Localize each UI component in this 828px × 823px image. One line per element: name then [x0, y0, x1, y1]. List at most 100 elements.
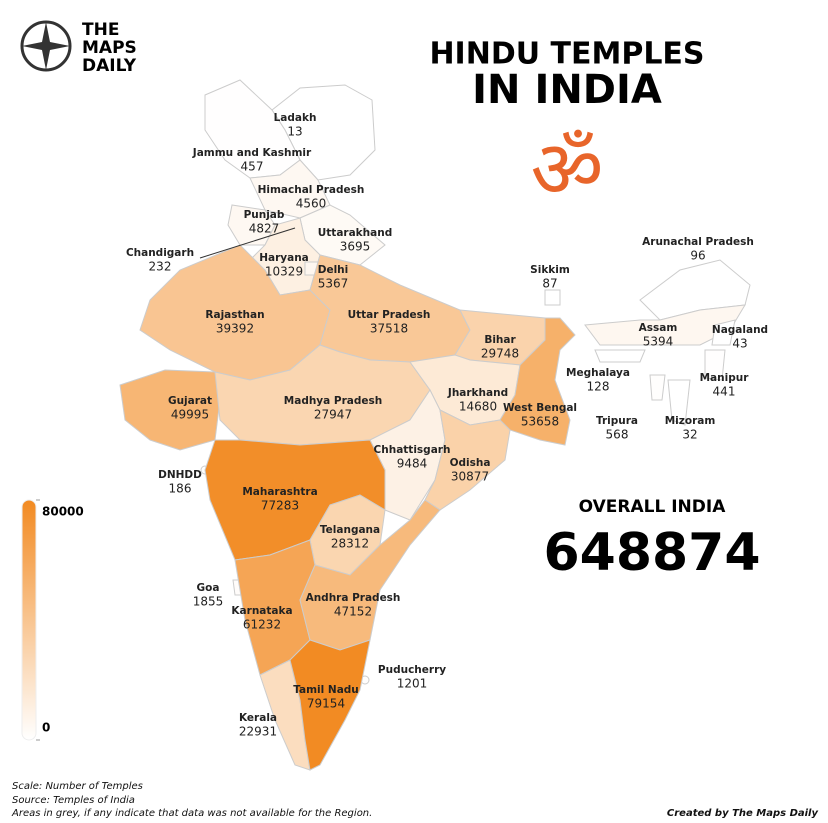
region-name: Puducherry — [378, 664, 446, 676]
region-value: 1855 — [193, 595, 224, 609]
title: HINDU TEMPLES — [429, 37, 704, 72]
region-name: Haryana — [259, 252, 309, 264]
title: IN INDIA — [472, 67, 662, 113]
region-shape — [584, 304, 746, 346]
region-name: Telangana — [320, 524, 380, 536]
region-name: Goa — [197, 582, 220, 594]
region-name: Sikkim — [530, 264, 570, 276]
region-shape — [649, 374, 666, 401]
region-value: 5367 — [318, 277, 349, 291]
map — [119, 79, 751, 771]
footer-source: Source: Temples of India — [12, 795, 135, 806]
region-value: 32 — [682, 428, 697, 442]
region-name: Delhi — [318, 264, 349, 276]
region-value: 28312 — [331, 537, 369, 551]
region-name: West Bengal — [503, 402, 577, 414]
footer-scale: Scale: Number of Temples — [12, 781, 143, 792]
footer-note: Areas in grey, if any indicate that data… — [11, 808, 372, 819]
region-name: Chhattisgarh — [374, 444, 451, 456]
region-name: DNHDD — [158, 469, 202, 481]
region-value: 29748 — [481, 347, 519, 361]
region-name: Mizoram — [665, 415, 716, 427]
region-name: Odisha — [450, 457, 491, 469]
region-name: Kerala — [239, 712, 277, 724]
region-value: 1201 — [397, 677, 428, 691]
region-value: 9484 — [397, 457, 428, 471]
brand-line: MAPS — [82, 38, 137, 58]
region-name: Jharkhand — [447, 387, 508, 399]
region-name: Tripura — [596, 415, 638, 427]
region-name: Maharashtra — [242, 486, 317, 498]
region-value: 457 — [241, 160, 264, 174]
colorbar-max: 80000 — [42, 505, 84, 519]
region-name: Punjab — [244, 209, 285, 221]
region-value: 441 — [713, 385, 736, 399]
region-name: Jammu and Kashmir — [192, 147, 312, 159]
footer-credit: Created by The Maps Daily — [667, 808, 819, 819]
region-shape — [249, 159, 331, 219]
region-value: 22931 — [239, 725, 277, 739]
leader-line — [199, 227, 296, 259]
region-value: 39392 — [216, 322, 254, 336]
region-name: Manipur — [700, 372, 750, 384]
region-name: Chandigarh — [126, 247, 194, 259]
compass-star — [22, 22, 70, 70]
region-value: 4560 — [296, 197, 327, 211]
region-name: Tamil Nadu — [293, 684, 359, 696]
region-value: 4827 — [249, 222, 280, 236]
region-name: Gujarat — [168, 395, 212, 407]
region-shape — [667, 379, 691, 426]
region-value: 27947 — [314, 408, 352, 422]
region-value: 79154 — [307, 697, 345, 711]
region-value: 3695 — [340, 240, 371, 254]
region-name: Arunachal Pradesh — [642, 236, 754, 248]
region-value: 49995 — [171, 408, 209, 422]
region-name: Madhya Pradesh — [284, 395, 382, 407]
region-name: Meghalaya — [566, 367, 630, 379]
region-value: 186 — [169, 482, 192, 496]
region-shape — [289, 639, 371, 771]
brand-line: THE — [82, 20, 119, 40]
region-name: Nagaland — [712, 324, 768, 336]
overall-label: OVERALL INDIA — [579, 497, 727, 517]
region-shape — [499, 317, 576, 446]
region-name: Ladakh — [274, 112, 317, 124]
region-value: 13 — [287, 125, 302, 139]
region-name: Uttar Pradesh — [348, 309, 431, 321]
region-name: Bihar — [484, 334, 516, 346]
region-shape — [544, 289, 561, 306]
region-name: Assam — [639, 322, 678, 334]
region-value: 128 — [587, 380, 610, 394]
region-shape — [704, 349, 726, 381]
colorbar — [21, 499, 37, 741]
region-name: Himachal Pradesh — [258, 184, 365, 196]
region-name: Uttarakhand — [318, 227, 392, 239]
region-value: 10329 — [265, 265, 303, 279]
colorbar-min: 0 — [42, 721, 50, 735]
region-value: 77283 — [261, 499, 299, 513]
region-shape — [594, 349, 646, 363]
region-value: 37518 — [370, 322, 408, 336]
region-value: 43 — [732, 337, 747, 351]
region-value: 47152 — [334, 605, 372, 619]
region-value: 14680 — [459, 400, 497, 414]
region-value: 61232 — [243, 618, 281, 632]
brand-line: DAILY — [82, 56, 137, 76]
region-value: 5394 — [643, 335, 674, 349]
om-symbol: ॐ — [531, 123, 604, 216]
region-value: 232 — [149, 260, 172, 274]
region-shape — [424, 409, 511, 511]
region-value: 96 — [690, 249, 705, 263]
region-shape — [711, 319, 736, 346]
region-value: 30877 — [451, 470, 489, 484]
region-value: 568 — [606, 428, 629, 442]
region-name: Andhra Pradesh — [306, 592, 401, 604]
region-value: 53658 — [521, 415, 559, 429]
overall-value: 648874 — [543, 523, 760, 583]
logo: THE MAPS DAILY — [20, 20, 137, 76]
region-name: Rajasthan — [205, 309, 264, 321]
region-value: 87 — [542, 277, 557, 291]
region-name: Karnataka — [231, 605, 292, 617]
